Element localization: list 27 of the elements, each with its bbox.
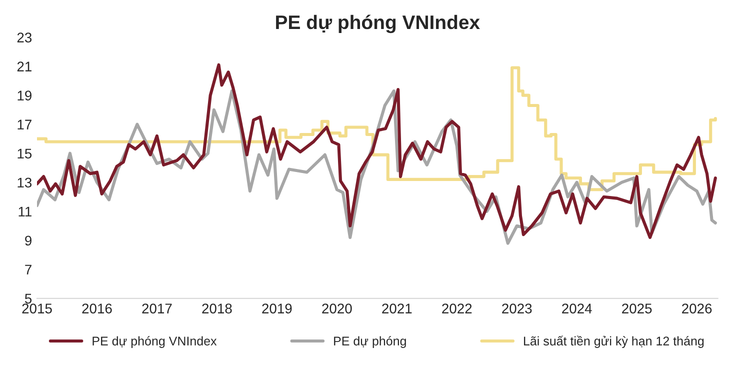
y-tick-label: 19 bbox=[18, 90, 32, 100]
line-series bbox=[37, 63, 717, 240]
y-tick-label: 13 bbox=[18, 178, 32, 188]
y-tick-label: 5 bbox=[24, 294, 32, 304]
y-tick-label: 21 bbox=[17, 62, 32, 72]
x-tick-label: 2026 bbox=[682, 304, 712, 314]
legend-label: PE dự phóng VNIndex bbox=[92, 336, 217, 348]
y-tick-label: 11 bbox=[18, 206, 32, 216]
y-tick-label: 17 bbox=[18, 120, 32, 130]
y-tick-label: 23 bbox=[17, 32, 32, 42]
x-tick-label: 2016 bbox=[82, 304, 112, 314]
x-tick-label: 2024 bbox=[562, 304, 592, 314]
y-tick-label: 7 bbox=[25, 264, 32, 274]
x-tick-label: 2015 bbox=[22, 304, 52, 314]
x-tick-label: 2022 bbox=[442, 304, 472, 314]
x-tick-label: 2019 bbox=[262, 304, 292, 314]
y-tick-label: 9 bbox=[25, 236, 32, 246]
y-tick-label: 15 bbox=[18, 148, 32, 159]
legend-label: PE dự phóng bbox=[334, 336, 406, 348]
x-tick-label: 2017 bbox=[142, 304, 172, 314]
x-tick-label: 2020 bbox=[322, 304, 352, 314]
x-tick-label: 2021 bbox=[382, 304, 412, 314]
x-tick-label: 2023 bbox=[502, 304, 532, 314]
x-tick-label: 2025 bbox=[622, 304, 652, 314]
chart-title: PE dự phóng VNIndex bbox=[276, 14, 480, 34]
x-tick-label: 2018 bbox=[202, 304, 232, 314]
legend-label: Lãi suất tiền gửi kỳ hạn 12 tháng bbox=[524, 336, 704, 348]
